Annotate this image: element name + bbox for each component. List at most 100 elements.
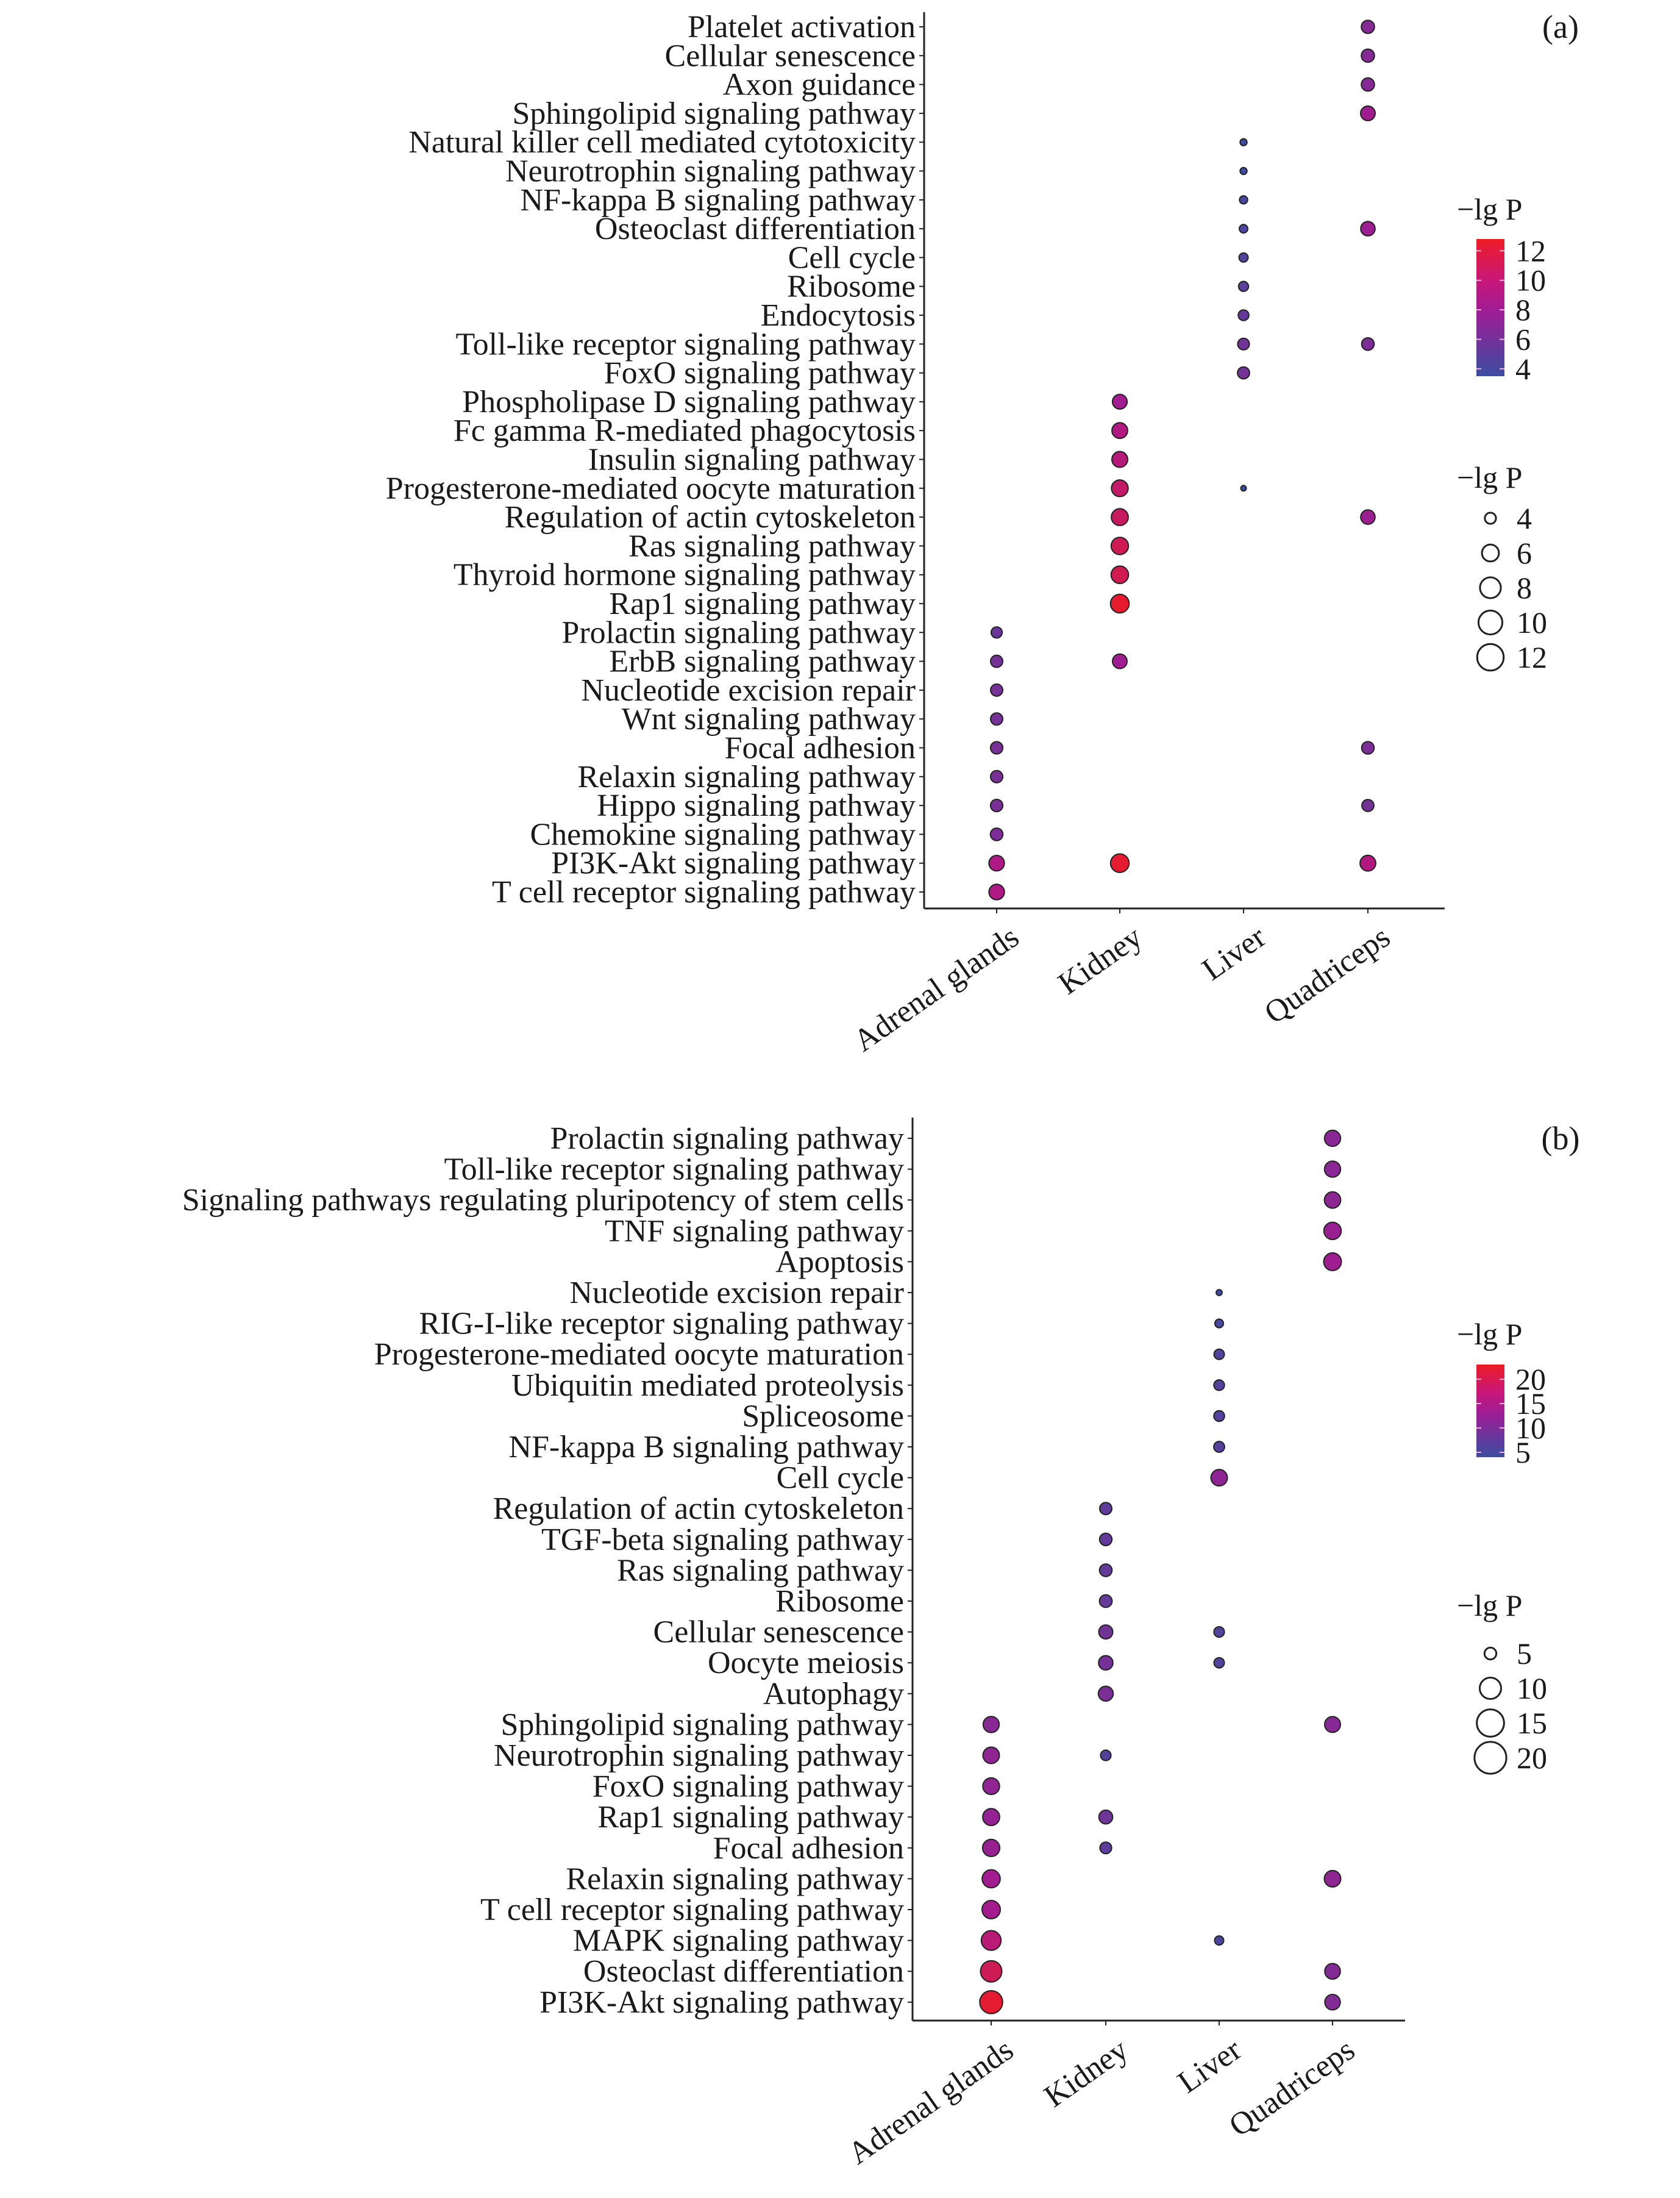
y-tick-label: NF-kappa B signaling pathway — [509, 1430, 904, 1465]
data-point — [1323, 1869, 1342, 1888]
data-point — [1361, 48, 1375, 63]
y-tick-label: Cellular senescence — [653, 1615, 904, 1650]
y-tick-label: Focal adhesion — [713, 1831, 904, 1866]
y-tick-label: Oocyte meiosis — [708, 1646, 904, 1680]
y-tick-label: Thyroid hormone signaling pathway — [454, 558, 916, 593]
data-point — [989, 741, 1004, 755]
size-legend-title: −lg P — [1457, 460, 1522, 494]
data-point — [1111, 479, 1129, 498]
color-legend-label: 4 — [1515, 352, 1531, 386]
data-point — [1323, 1160, 1342, 1178]
color-legend-label: 12 — [1515, 234, 1546, 268]
y-tick-label: Natural killer cell mediated cytotoxicit… — [408, 125, 916, 160]
data-point — [1240, 485, 1247, 492]
data-point — [1239, 138, 1248, 146]
size-legend-circle — [1476, 1708, 1505, 1738]
color-legend-label: 8 — [1515, 293, 1531, 327]
y-tick-label: NF-kappa B signaling pathway — [521, 183, 916, 218]
x-tick-label: Kidney — [1052, 919, 1148, 1002]
data-point — [1097, 1685, 1114, 1702]
data-point — [1361, 20, 1375, 34]
data-point — [989, 827, 1004, 841]
panel-b: (b) Prolactin signaling pathwayToll-like … — [182, 1118, 1580, 2171]
size-legend-label: 5 — [1517, 1636, 1532, 1671]
data-point — [1237, 309, 1250, 321]
panel-label: (b) — [1542, 1120, 1580, 1157]
data-point — [989, 799, 1004, 813]
y-tick-label: Fc gamma R-mediated phagocytosis — [454, 413, 916, 448]
data-point — [982, 1777, 1000, 1796]
data-point — [1098, 1809, 1114, 1825]
data-point — [1324, 1963, 1341, 1980]
y-tick-label: Ribosome — [787, 269, 916, 304]
data-point — [1213, 1441, 1225, 1453]
data-point — [990, 626, 1003, 639]
y-tick-label: Endocytosis — [761, 298, 916, 333]
data-point — [1099, 1841, 1112, 1855]
x-tick-label: Adrenal glands — [847, 919, 1025, 1058]
y-tick-label: Cellular senescence — [665, 38, 916, 73]
data-point — [1112, 653, 1128, 669]
data-point — [1361, 77, 1375, 92]
color-legend-title: −lg P — [1457, 1317, 1522, 1351]
color-legend-label: 15 — [1515, 1386, 1546, 1421]
data-point — [982, 1808, 1000, 1827]
data-point — [1213, 1626, 1225, 1638]
y-tick-label: Progesterone-mediated oocyte maturation — [374, 1337, 904, 1372]
data-point — [982, 1746, 1000, 1764]
data-point — [1098, 1624, 1114, 1640]
y-tick-label: Focal adhesion — [725, 731, 916, 766]
data-point — [981, 1838, 1001, 1857]
size-legend-circle — [1481, 543, 1500, 563]
data-point — [1213, 1657, 1225, 1669]
data-point — [1238, 252, 1249, 263]
size-legend-title: −lg P — [1457, 1588, 1522, 1622]
y-tick-label: Rap1 signaling pathway — [597, 1800, 904, 1835]
data-point — [1213, 1410, 1225, 1422]
data-point — [1110, 565, 1130, 585]
data-point — [1210, 1469, 1228, 1487]
x-tick-label: Adrenal glands — [842, 2032, 1020, 2171]
y-tick-label: MAPK signaling pathway — [573, 1924, 904, 1958]
data-point — [990, 654, 1003, 668]
y-tick-label: Prolactin signaling pathway — [561, 615, 916, 650]
data-point — [1213, 1348, 1225, 1360]
x-tick-label: Quadriceps — [1223, 2032, 1361, 2144]
data-point — [990, 712, 1003, 726]
panel-label: (a) — [1542, 9, 1579, 45]
data-point — [1239, 166, 1248, 176]
y-tick-label: Toll-like receptor signaling pathway — [456, 327, 916, 362]
data-point — [1323, 1221, 1342, 1241]
y-tick-label: Neurotrophin signaling pathway — [494, 1738, 904, 1773]
y-tick-label: Ras signaling pathway — [617, 1553, 904, 1588]
data-point — [1099, 1502, 1112, 1516]
data-point — [1213, 1379, 1225, 1391]
data-point — [1239, 224, 1248, 234]
data-point — [1239, 195, 1248, 205]
size-legend-circle — [1484, 512, 1497, 525]
data-point — [1361, 799, 1375, 812]
data-point — [979, 1990, 1003, 2014]
y-tick-label: Signaling pathways regulating pluripoten… — [182, 1183, 904, 1218]
size-legend-label: 10 — [1517, 1671, 1547, 1705]
y-tick-label: Prolactin signaling pathway — [550, 1121, 904, 1156]
y-tick-label: Cell cycle — [777, 1461, 904, 1496]
y-tick-label: Sphingolipid signaling pathway — [512, 96, 916, 131]
y-tick-label: RIG-I-like receptor signaling pathway — [419, 1307, 904, 1341]
y-tick-label: Rap1 signaling pathway — [609, 587, 916, 621]
size-legend-circle — [1473, 1741, 1507, 1775]
data-point — [1360, 509, 1376, 525]
x-tick-label: Liver — [1196, 919, 1272, 987]
y-tick-label: Neurotrophin signaling pathway — [505, 154, 916, 189]
data-point — [1360, 221, 1376, 237]
size-legend-circle — [1477, 609, 1504, 636]
color-legend-label: 10 — [1515, 1411, 1546, 1445]
data-point — [990, 683, 1003, 697]
y-tick-label: Sphingolipid signaling pathway — [500, 1707, 904, 1742]
y-tick-label: Hippo signaling pathway — [597, 788, 916, 823]
y-tick-label: PI3K-Akt signaling pathway — [551, 846, 916, 881]
data-point — [1361, 741, 1375, 755]
size-legend-label: 10 — [1517, 605, 1547, 640]
data-point — [989, 769, 1004, 783]
